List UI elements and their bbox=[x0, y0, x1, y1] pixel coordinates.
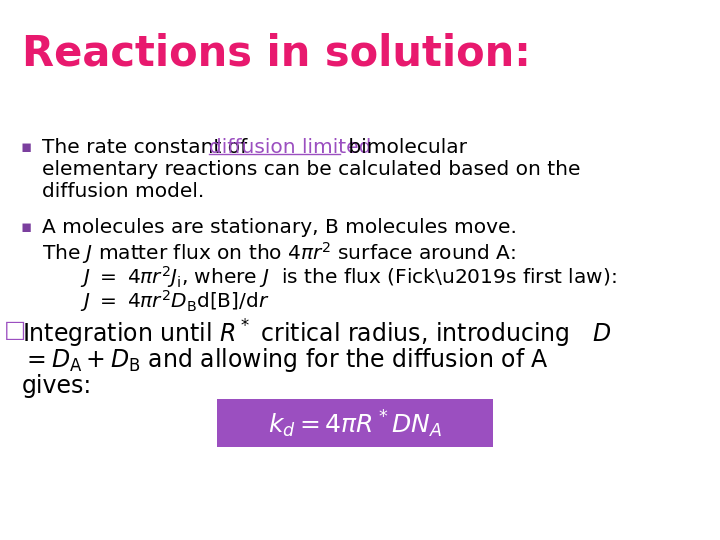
Text: □: □ bbox=[4, 318, 27, 342]
FancyBboxPatch shape bbox=[217, 399, 493, 447]
Text: The $\mathit{J}$ matter flux on tho $4\pi r^2$ surface around A:: The $\mathit{J}$ matter flux on tho $4\p… bbox=[42, 240, 516, 266]
Text: Reactions in solution:: Reactions in solution: bbox=[22, 33, 531, 75]
Text: A molecules are stationary, B molecules move.: A molecules are stationary, B molecules … bbox=[42, 218, 517, 237]
Text: Integration until $R^*$ critical radius, introducing   $D$: Integration until $R^*$ critical radius,… bbox=[22, 318, 611, 350]
Text: diffusion limited: diffusion limited bbox=[209, 138, 372, 157]
Text: elementary reactions can be calculated based on the: elementary reactions can be calculated b… bbox=[42, 160, 580, 179]
Text: The rate constant of: The rate constant of bbox=[42, 138, 253, 157]
Text: bimolecular: bimolecular bbox=[342, 138, 467, 157]
Text: ▪: ▪ bbox=[20, 138, 31, 156]
Text: diffusion model.: diffusion model. bbox=[42, 182, 204, 201]
Text: $\mathit{J}\ =\ 4\pi r^2 D_{\mathrm{B}}\mathrm{d[B]/d}r$: $\mathit{J}\ =\ 4\pi r^2 D_{\mathrm{B}}\… bbox=[80, 288, 269, 314]
Text: $\mathit{J}\ =\ 4\pi r^2 J_{\mathrm{i}}$, where $\mathit{J}$  is the flux (Fick\: $\mathit{J}\ =\ 4\pi r^2 J_{\mathrm{i}}$… bbox=[80, 264, 616, 290]
Text: ▪: ▪ bbox=[20, 218, 31, 236]
Text: gives:: gives: bbox=[22, 374, 92, 398]
Text: $=D_{\mathrm{A}}+D_{\mathrm{B}}$ and allowing for the diffusion of A: $=D_{\mathrm{A}}+D_{\mathrm{B}}$ and all… bbox=[22, 346, 549, 374]
Text: $k_d = 4\pi R^* D N_A$: $k_d = 4\pi R^* D N_A$ bbox=[268, 408, 442, 440]
